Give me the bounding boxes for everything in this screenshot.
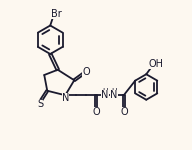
- Text: O: O: [82, 67, 90, 77]
- Text: H: H: [102, 88, 108, 97]
- Text: N: N: [101, 90, 109, 100]
- Text: S: S: [37, 99, 43, 109]
- Text: O: O: [93, 107, 100, 117]
- Text: O: O: [120, 107, 128, 117]
- Text: N: N: [62, 93, 69, 103]
- Text: H: H: [111, 88, 117, 97]
- Text: N: N: [110, 90, 118, 100]
- Text: Br: Br: [51, 9, 62, 19]
- Text: OH: OH: [148, 59, 163, 69]
